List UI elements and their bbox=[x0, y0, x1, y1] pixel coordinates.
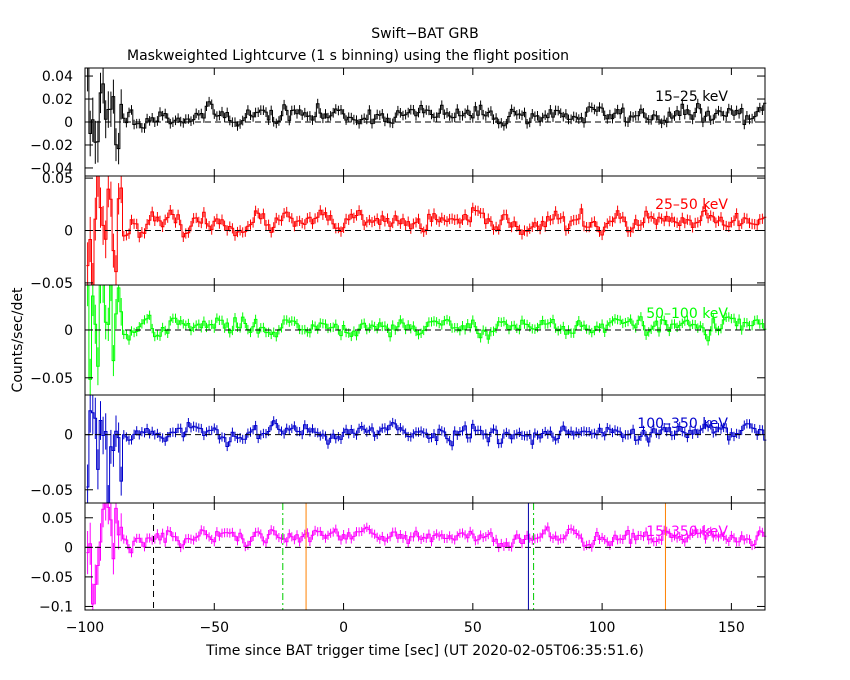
legend-entry: 50–100 keV bbox=[646, 306, 728, 322]
y-tick-label: 0.02 bbox=[42, 92, 73, 108]
legend-entry: 25–50 keV bbox=[655, 197, 728, 213]
y-tick-label: −0.04 bbox=[30, 161, 73, 177]
y-tick-label: −0.05 bbox=[30, 371, 73, 387]
x-tick-label: 150 bbox=[718, 620, 745, 636]
y-tick-label: −0.05 bbox=[30, 483, 73, 499]
x-axis-label: Time since BAT trigger time [sec] (UT 20… bbox=[205, 643, 644, 659]
chart-subtitle: Maskweighted Lightcurve (1 s binning) us… bbox=[127, 48, 569, 64]
y-tick-label: 0.05 bbox=[42, 171, 73, 187]
y-tick-label: 0 bbox=[64, 224, 73, 240]
series-line bbox=[86, 175, 767, 286]
y-tick-label: −0.02 bbox=[30, 138, 73, 154]
series-line bbox=[86, 67, 767, 150]
y-tick-label: −0.05 bbox=[30, 570, 73, 586]
y-tick-label: −0.1 bbox=[39, 599, 73, 615]
y-tick-label: 0.05 bbox=[42, 511, 73, 527]
panel-1: −0.04 −0.02 0 0.02 0.04 15–25 keV bbox=[30, 67, 767, 177]
panel-3: −0.05 0 50–100 keV bbox=[30, 284, 767, 396]
panel-frame bbox=[84, 394, 766, 504]
y-tick-label: 0 bbox=[64, 540, 73, 556]
y-tick-label: 0 bbox=[64, 323, 73, 339]
panel-2: −0.05 0 0.05 25–50 keV bbox=[30, 171, 767, 292]
series-line bbox=[86, 410, 767, 504]
panel-5: −0.1 −0.05 0 0.05 15–350 keV bbox=[30, 502, 767, 615]
legend-entry: 15–350 keV bbox=[646, 524, 728, 540]
x-tick-label: 100 bbox=[589, 620, 616, 636]
y-axis-label: Counts/sec/det bbox=[10, 287, 26, 392]
x-tick-label: 0 bbox=[339, 620, 348, 636]
legend-entry: 15–25 keV bbox=[655, 89, 728, 105]
y-tick-label: 0.04 bbox=[42, 69, 73, 85]
panel-frame bbox=[84, 284, 766, 396]
y-tick-label: −0.05 bbox=[30, 276, 73, 292]
panel-frame bbox=[84, 502, 766, 611]
panel-4: −0.05 0 100–350 keV bbox=[30, 394, 767, 504]
legend-entry: 100–350 keV bbox=[637, 416, 728, 432]
chart-title: Swift−BAT GRB bbox=[371, 26, 478, 42]
series-line bbox=[86, 502, 767, 605]
x-tick-label: −100 bbox=[66, 620, 104, 636]
y-tick-label: 0 bbox=[64, 115, 73, 131]
series-line bbox=[86, 284, 767, 380]
y-tick-label: 0 bbox=[64, 428, 73, 444]
panels-group: −0.04 −0.02 0 0.02 0.04 15–25 keV −0.05 0 0.05 25… bbox=[30, 67, 767, 636]
x-tick-label: 50 bbox=[464, 620, 482, 636]
x-tick-label: −50 bbox=[200, 620, 230, 636]
